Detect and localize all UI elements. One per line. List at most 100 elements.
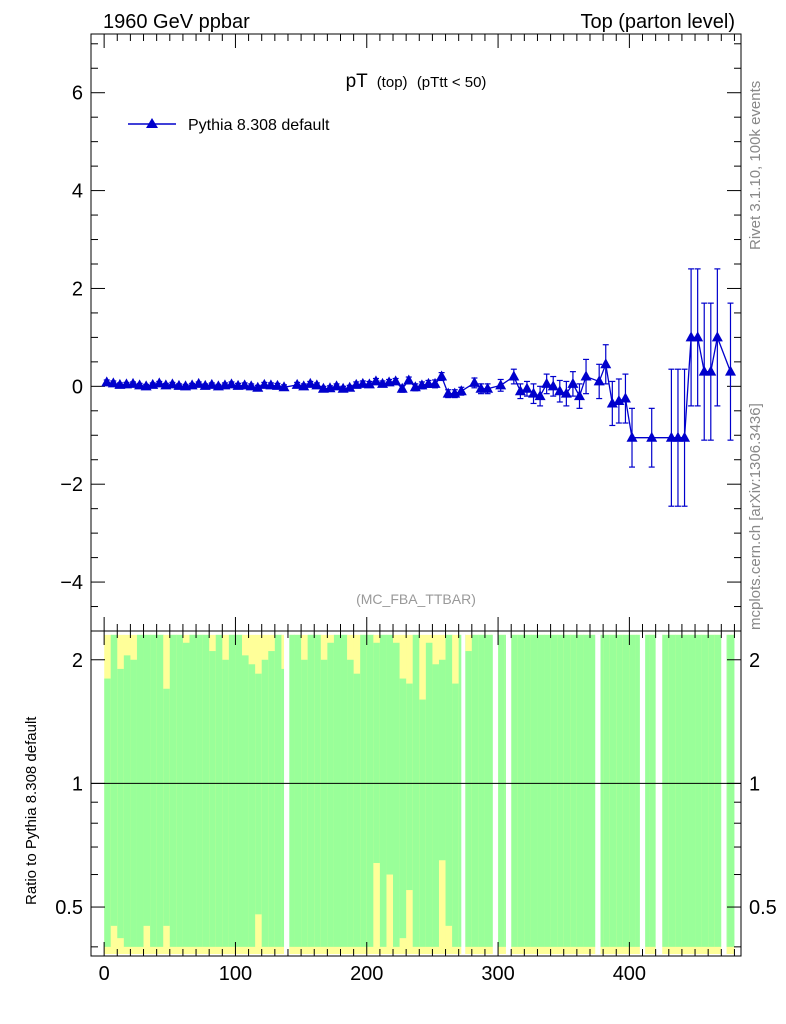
data-point <box>245 380 257 391</box>
ratio-band-green <box>182 642 190 947</box>
data-point <box>455 385 467 396</box>
x-tick-label: 300 <box>481 963 514 985</box>
main-ytick-label: −2 <box>60 474 83 496</box>
data-point <box>271 379 283 390</box>
ratio-band-green <box>412 634 420 947</box>
ratio-band-green <box>511 634 519 947</box>
ratio-ytick-label-right: 1 <box>749 773 760 795</box>
data-point <box>107 377 119 388</box>
ratio-band-green <box>530 634 538 947</box>
ratio-band-green <box>563 634 571 947</box>
ratio-band-green <box>550 634 558 947</box>
data-point <box>724 365 736 376</box>
ratio-band-green <box>123 655 131 947</box>
ratio-band-green <box>274 634 282 947</box>
x-tick-label: 200 <box>350 963 383 985</box>
ratio-band-green <box>517 634 525 947</box>
ratio-band-green <box>714 634 722 947</box>
ratio-plot-panel: 0.5 0.5 1 1 2 2 0 100 200 300 400 Ratio to Pythia… <box>23 630 777 985</box>
ratio-band-green <box>399 678 407 939</box>
ratio-band-green <box>419 699 427 947</box>
data-point <box>495 379 507 390</box>
ratio-band-green <box>622 634 630 947</box>
data-point <box>331 380 343 391</box>
ratio-band-green <box>386 634 394 875</box>
ratio-ytick-label-left: 0.5 <box>55 897 83 919</box>
data-point <box>692 331 704 342</box>
ratio-band-green <box>445 634 453 926</box>
plot-title-cut: (pTtt < 50) <box>417 74 487 91</box>
data-point <box>166 378 178 389</box>
data-point <box>291 378 303 389</box>
ratio-band-green <box>432 664 440 947</box>
header-energy-label: 1960 GeV ppbar <box>103 11 250 33</box>
ratio-band-gap <box>639 632 646 955</box>
ratio-band-green <box>163 688 171 926</box>
plot-title-pt: pT <box>346 71 369 92</box>
ratio-band-gap <box>284 632 290 955</box>
ratio-band-green <box>589 634 598 947</box>
ratio-band-green <box>287 634 296 947</box>
ratio-band-green <box>268 651 276 947</box>
x-tick-label: 100 <box>219 963 252 985</box>
ratio-band-green <box>701 634 709 947</box>
ratio-band-green <box>104 678 112 947</box>
legend-marker <box>146 118 158 128</box>
ratio-band-green <box>425 642 433 947</box>
ratio-band-green <box>235 634 243 947</box>
data-point <box>153 377 165 388</box>
ratio-band-green <box>471 634 479 947</box>
data-point <box>541 377 553 388</box>
mcplots-credit-label: mcplots.cern.ch [arXiv:1306.3436] <box>747 403 764 630</box>
main-ytick-label: 2 <box>72 278 83 300</box>
ratio-ytick-label-left: 2 <box>72 650 83 672</box>
ratio-band-green <box>248 664 256 947</box>
data-point <box>534 390 546 401</box>
plot-title-top: (top) <box>377 74 408 91</box>
ratio-band-gap <box>492 632 499 955</box>
data-point <box>567 377 579 388</box>
ratio-band-green <box>307 634 315 947</box>
data-point <box>679 431 691 442</box>
data-point <box>528 387 540 398</box>
data-point <box>619 392 631 403</box>
ratio-band-green <box>524 634 532 947</box>
ratio-band-green <box>695 634 703 947</box>
data-point <box>436 370 448 381</box>
ratio-band-green <box>393 642 401 947</box>
data-point <box>304 377 316 388</box>
data-point <box>396 382 408 393</box>
ratio-ytick-label-left: 1 <box>72 773 83 795</box>
data-point <box>311 379 323 390</box>
ratio-band-green <box>196 634 204 947</box>
ratio-band-green <box>222 659 230 947</box>
ratio-band-green <box>452 683 460 947</box>
data-point <box>554 385 566 396</box>
ratio-band-green <box>570 634 578 947</box>
ratio-band-green <box>327 642 335 947</box>
ratio-ytick-label-right: 2 <box>749 650 760 672</box>
ratio-band-green <box>136 634 145 947</box>
ratio-band-green <box>576 634 584 947</box>
ratio-band-green <box>537 634 545 947</box>
data-point <box>226 378 238 389</box>
data-point <box>344 381 356 392</box>
analysis-watermark: (MC_FBA_TTBAR) <box>356 591 476 607</box>
data-point <box>390 375 402 386</box>
x-tick-label: 400 <box>613 963 646 985</box>
ratio-band-green <box>366 634 374 947</box>
ratio-band-green <box>333 634 341 947</box>
ratio-ytick-label-right: 0.5 <box>749 897 777 919</box>
ratio-band-green <box>544 634 552 947</box>
ratio-band-gap <box>734 632 741 955</box>
main-ytick-label: 4 <box>72 181 83 203</box>
ratio-y-axis-label: Ratio to Pythia 8.308 default <box>23 716 40 905</box>
data-point <box>127 377 139 388</box>
ratio-band-green <box>583 634 591 947</box>
ratio-band-green <box>156 634 164 947</box>
ratio-band-green <box>189 634 197 947</box>
data-point <box>482 382 494 393</box>
main-ytick-label: 0 <box>72 376 83 398</box>
data-point <box>278 381 290 392</box>
